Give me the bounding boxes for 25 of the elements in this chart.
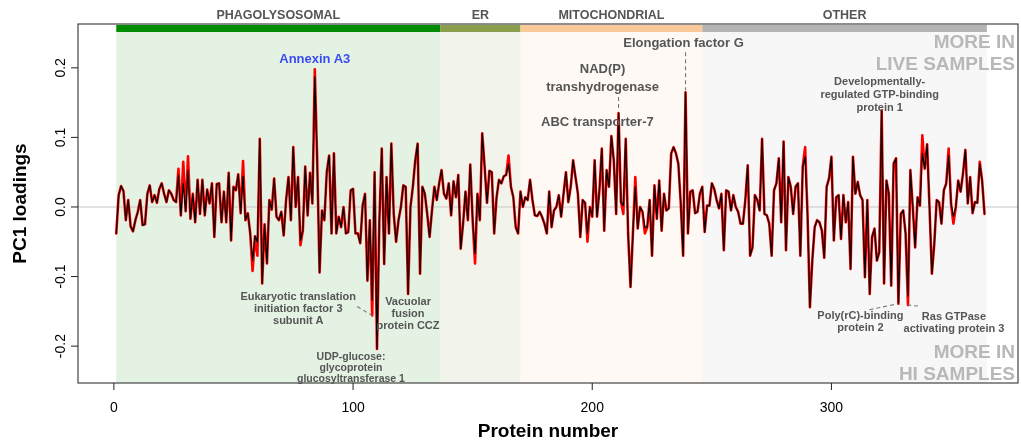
y-tick-label: 0.1 (52, 127, 68, 148)
band-label: ER (471, 8, 490, 22)
annotation: UDP-glucose: glycoprotein glucosyltransferase 1 (297, 349, 406, 384)
x-axis-title: Protein number (477, 420, 619, 441)
band-label: OTHER (822, 8, 867, 22)
annotation: Eukaryotic translation initiation factor 3 subunit A (240, 289, 357, 326)
y-tick-label: -0.2 (52, 333, 68, 359)
x-tick-label: 300 (819, 399, 844, 415)
annotation: Elongation factor G (623, 35, 744, 51)
annotation: Developmentally- regulated GTP-binding protein 1 (820, 75, 939, 114)
y-tick-label: 0.0 (52, 197, 68, 217)
x-tick-label: 100 (341, 399, 365, 415)
annotation: Annexin A3 (279, 51, 351, 67)
band-label: MITOCHONDRIAL (558, 8, 665, 22)
y-tick-label: 0.2 (52, 57, 68, 78)
annotation: MORE IN HI SAMPLES (898, 341, 1015, 384)
x-tick-label: 0 (109, 399, 118, 415)
annotation: Poly(rC)-binding protein 2 (817, 308, 904, 333)
annotation: MORE IN LIVE SAMPLES (875, 31, 1015, 74)
x-tick-label: 200 (580, 399, 605, 415)
band-label: PHAGOLYSOSOMAL (216, 8, 341, 22)
y-tick-label: -0.1 (52, 264, 68, 289)
y-axis-title: PC1 loadings (9, 143, 30, 264)
annotation: Ras GTPase activating protein 3 (903, 310, 1005, 335)
annotation: NAD(P) transhydrogenase (546, 61, 659, 95)
